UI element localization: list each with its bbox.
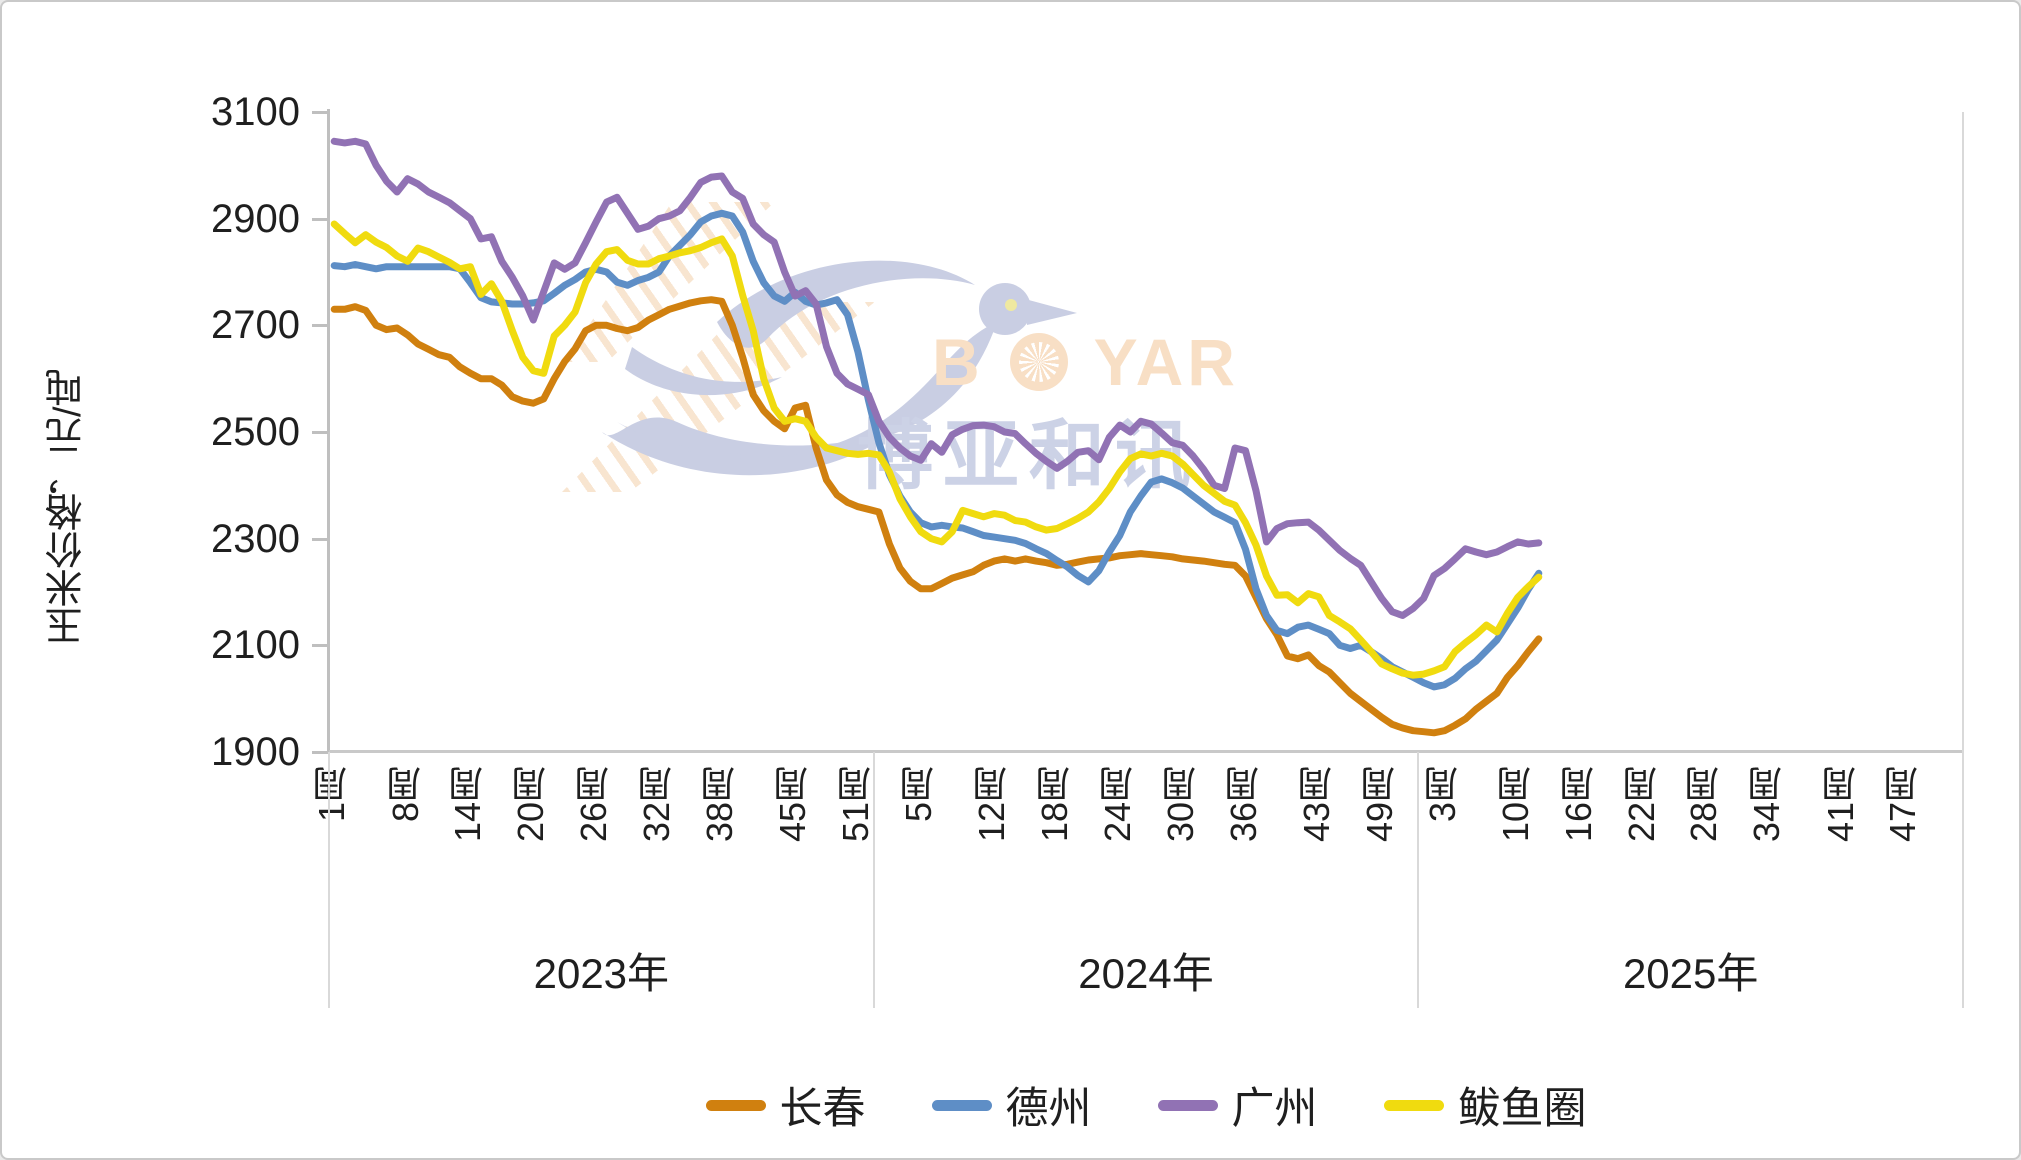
dove-logo-icon [602,260,1077,476]
series-guangzhou [330,137,1543,619]
series-bayuquan [330,220,1543,679]
x-axis-group-divider [1417,752,1420,1008]
y-tick-label: 3100 [211,90,300,134]
watermark-brand-letters: YAR [1093,325,1239,399]
sun-icon [1009,333,1068,391]
y-axis-line [327,109,330,752]
legend-item-bayuquan: 鲅鱼圈 [1383,1074,1587,1136]
y-tick-mark [312,644,328,648]
y-tick-label: 2500 [211,410,300,454]
y-tick-mark [312,217,328,221]
y-tick-label: 2100 [211,623,300,668]
legend-swatch [1157,1099,1218,1111]
y-tick-label: 2900 [211,196,300,241]
legend-label: 广州 [1231,1085,1318,1133]
series-changchun [330,296,1543,737]
legend-swatch [931,1099,992,1111]
plot-right-border [1962,112,1964,1008]
y-tick-label: 1900 [211,730,300,774]
y-tick-mark [312,111,328,114]
legend-label: 鲅鱼圈 [1457,1085,1587,1133]
x-axis-year-label: 2024年 [1078,950,1214,997]
legend-label: 长春 [779,1085,866,1133]
legend: 长春 德州 广州 鲅鱼圈 [329,1074,1963,1136]
y-tick-mark [312,431,328,434]
x-axis-group-divider [328,752,330,1008]
y-tick-mark [312,324,328,328]
legend-swatch [1383,1099,1444,1111]
legend-label: 德州 [1005,1085,1092,1133]
legend-swatch [705,1099,766,1111]
y-tick-mark [312,537,328,541]
x-axis-group-divider [872,752,875,1008]
series-dezhou [330,209,1543,691]
watermark-brand: B YAR [932,324,1239,400]
x-axis-year-label: 2025年 [1622,950,1759,997]
x-axis-year-label: 2023年 [533,950,670,997]
y-tick-mark [312,751,328,754]
legend-item-dezhou: 德州 [931,1074,1092,1136]
x-axis-line [329,750,1963,753]
y-tick-label: 2700 [211,303,300,348]
y-tick-label: 2300 [211,516,300,561]
legend-item-guangzhou: 广州 [1157,1074,1318,1136]
watermark-brand-letter: B [932,325,984,399]
legend-item-changchun: 长春 [705,1074,866,1136]
